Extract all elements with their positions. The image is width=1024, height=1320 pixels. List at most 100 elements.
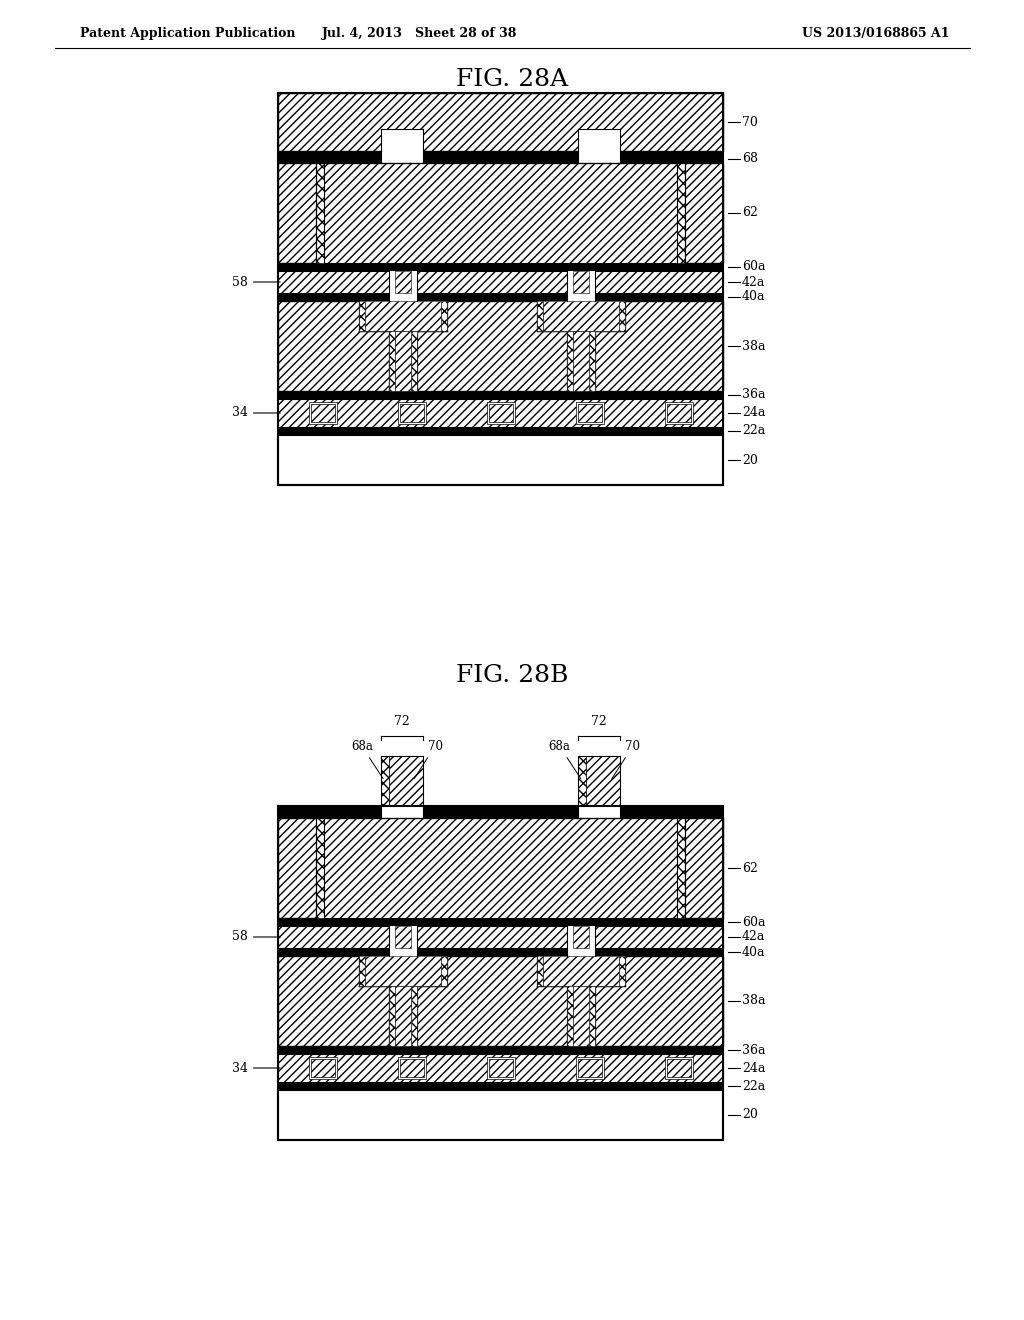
Bar: [278, 1053, 723, 1082]
Bar: [308, 403, 337, 424]
Text: 40a: 40a: [742, 945, 766, 958]
Text: 72: 72: [592, 715, 607, 729]
Bar: [543, 301, 618, 331]
Bar: [278, 271, 723, 293]
Text: FIG. 28B: FIG. 28B: [456, 664, 568, 686]
Bar: [365, 301, 440, 331]
Bar: [579, 150, 621, 162]
Bar: [575, 403, 603, 424]
Bar: [278, 92, 723, 484]
Text: 60a: 60a: [742, 260, 766, 273]
Bar: [566, 986, 595, 1045]
Text: FIG. 28A: FIG. 28A: [456, 69, 568, 91]
Bar: [278, 263, 723, 271]
Bar: [677, 162, 685, 263]
Bar: [278, 956, 723, 1045]
Text: 20: 20: [742, 1109, 758, 1122]
Bar: [278, 927, 723, 948]
Bar: [278, 1090, 723, 1140]
Bar: [310, 1059, 335, 1077]
Bar: [566, 986, 572, 1045]
Bar: [665, 1057, 692, 1078]
Text: Jul. 4, 2013   Sheet 28 of 38: Jul. 4, 2013 Sheet 28 of 38: [323, 26, 518, 40]
Bar: [388, 986, 417, 1045]
Bar: [572, 331, 589, 391]
Bar: [388, 271, 417, 301]
Bar: [578, 1059, 601, 1077]
Text: 70: 70: [414, 739, 442, 779]
Bar: [278, 948, 723, 956]
Text: Patent Application Publication: Patent Application Publication: [80, 26, 296, 40]
Bar: [358, 301, 446, 331]
Bar: [278, 162, 723, 263]
Bar: [589, 331, 595, 391]
Bar: [667, 404, 690, 422]
Bar: [399, 404, 424, 422]
Bar: [486, 403, 514, 424]
Bar: [388, 331, 394, 391]
Bar: [411, 986, 417, 1045]
Bar: [316, 162, 324, 263]
Text: 20: 20: [742, 454, 758, 466]
Bar: [365, 956, 440, 986]
Bar: [358, 956, 365, 986]
Bar: [278, 1082, 723, 1090]
Text: 72: 72: [394, 715, 410, 729]
Bar: [278, 92, 723, 150]
Bar: [575, 1057, 603, 1078]
Text: 68a: 68a: [549, 739, 581, 779]
Bar: [324, 818, 677, 917]
Bar: [324, 162, 677, 263]
Bar: [388, 331, 417, 391]
Bar: [316, 818, 685, 917]
Bar: [278, 436, 723, 484]
Bar: [537, 301, 625, 331]
Text: 68a: 68a: [351, 739, 383, 779]
Text: 70: 70: [742, 116, 758, 128]
Bar: [572, 986, 589, 1045]
Bar: [278, 1045, 723, 1053]
Bar: [278, 917, 723, 927]
Bar: [397, 403, 426, 424]
Bar: [543, 956, 618, 986]
Text: 40a: 40a: [742, 290, 766, 304]
Bar: [278, 301, 723, 391]
Bar: [566, 331, 595, 391]
Bar: [579, 129, 621, 150]
Bar: [566, 331, 572, 391]
Text: 62: 62: [742, 862, 758, 874]
Text: 34: 34: [232, 1061, 281, 1074]
Text: 68: 68: [742, 153, 758, 165]
Bar: [310, 404, 335, 422]
Bar: [578, 404, 601, 422]
Text: US 2013/0168865 A1: US 2013/0168865 A1: [803, 26, 950, 40]
Text: 24a: 24a: [742, 1061, 765, 1074]
Text: 24a: 24a: [742, 407, 765, 420]
Bar: [397, 1057, 426, 1078]
Text: 60a: 60a: [742, 916, 766, 928]
Bar: [316, 162, 685, 263]
Bar: [667, 1059, 690, 1077]
Text: 38a: 38a: [742, 339, 766, 352]
Bar: [381, 756, 389, 807]
Bar: [537, 956, 625, 986]
Bar: [394, 271, 411, 293]
Bar: [572, 927, 589, 948]
Bar: [358, 301, 365, 331]
Bar: [589, 986, 595, 1045]
Bar: [587, 756, 621, 807]
Bar: [278, 293, 723, 301]
Bar: [572, 271, 589, 293]
Bar: [411, 331, 417, 391]
Bar: [579, 756, 587, 807]
Bar: [665, 403, 692, 424]
Bar: [278, 426, 723, 436]
Bar: [394, 331, 411, 391]
Bar: [566, 271, 595, 301]
Bar: [316, 818, 324, 917]
Text: 22a: 22a: [742, 1080, 765, 1093]
Bar: [381, 807, 423, 818]
Bar: [677, 818, 685, 917]
Bar: [388, 986, 394, 1045]
Text: 22a: 22a: [742, 425, 765, 437]
